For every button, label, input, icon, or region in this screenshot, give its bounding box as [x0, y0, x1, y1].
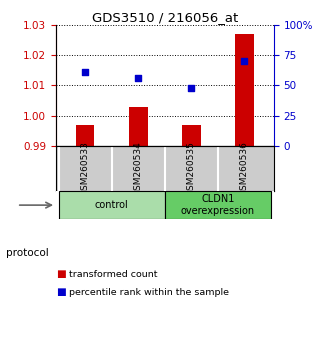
- Bar: [235, 34, 254, 146]
- Text: GSM260533: GSM260533: [81, 141, 90, 196]
- Bar: [76, 125, 94, 146]
- Point: [189, 85, 194, 91]
- Bar: [182, 125, 201, 146]
- Text: protocol: protocol: [6, 248, 49, 258]
- Bar: [129, 107, 148, 146]
- Point: [83, 69, 88, 75]
- Text: CLDN1
overexpression: CLDN1 overexpression: [181, 194, 255, 216]
- Text: ■: ■: [56, 287, 66, 297]
- Text: GSM260535: GSM260535: [187, 141, 196, 196]
- Bar: [165, 191, 271, 219]
- Text: control: control: [95, 200, 129, 210]
- Text: percentile rank within the sample: percentile rank within the sample: [69, 287, 229, 297]
- Text: transformed count: transformed count: [69, 270, 157, 279]
- Point: [242, 58, 247, 64]
- Text: GSM260536: GSM260536: [240, 141, 249, 196]
- Title: GDS3510 / 216056_at: GDS3510 / 216056_at: [92, 11, 238, 24]
- Point: [136, 75, 141, 81]
- Text: ■: ■: [56, 269, 66, 279]
- Text: GSM260534: GSM260534: [134, 141, 143, 196]
- Bar: [59, 191, 165, 219]
